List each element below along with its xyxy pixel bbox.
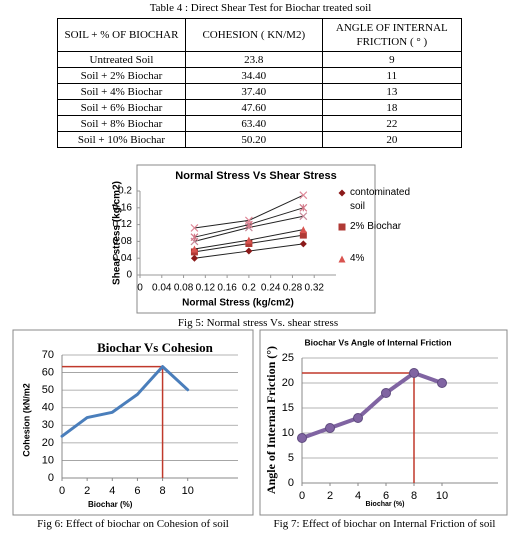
y-tick-label: 40 — [42, 402, 54, 414]
table-row: Soil + 4% Biochar 37.40 13 — [57, 83, 463, 100]
figure-caption: Fig 5: Normal stress Vs. shear stress — [177, 317, 339, 329]
x-tick-label: 0.16 — [217, 283, 237, 294]
y-tick-label: 0.16 — [113, 202, 133, 213]
data-point — [190, 245, 198, 253]
y-axis-label: Shear stress (kg/cm2) — [112, 181, 123, 285]
x-tick-label: 10 — [182, 485, 194, 497]
y-tick-label: 50 — [42, 384, 54, 396]
table-cell: COHESION ( KN/M2) — [184, 18, 323, 52]
table-row: Soil + 8% Biochar 63.40 22 — [57, 115, 463, 132]
y-tick-label: 70 — [42, 349, 54, 361]
data-point — [299, 191, 308, 200]
x-axis-label: Biochar (%) — [88, 500, 133, 509]
x-tick-label: 6 — [383, 490, 389, 502]
y-tick-label: 0.12 — [113, 219, 133, 230]
x-tick-label: 8 — [160, 485, 166, 497]
data-point — [299, 203, 308, 212]
x-tick-label: 0.04 — [152, 283, 172, 294]
x-tick-label: 0.08 — [174, 283, 194, 294]
data-point — [190, 224, 199, 232]
y-tick-label: 5 — [288, 452, 294, 464]
y-tick-label: 0 — [126, 270, 132, 281]
series-line — [60, 365, 190, 438]
x-tick-label: 6 — [134, 485, 140, 497]
data-point — [299, 231, 307, 239]
legend-marker — [338, 189, 346, 197]
data-point — [437, 378, 447, 388]
y-tick-label: 60 — [42, 366, 54, 378]
chart-frame — [12, 329, 254, 516]
legend-entry: contominated soil — [350, 187, 411, 212]
legend-entry: 2% Biochar — [350, 221, 402, 232]
x-tick-label: 0 — [137, 283, 143, 294]
table-row: Untreated Soil 23.8 9 — [57, 51, 463, 68]
table-row: Soil + 10% Biochar 50.20 20 — [57, 131, 463, 148]
table-caption: Table 4 : Direct Shear Test for Biochar … — [149, 2, 372, 14]
table-cell: 20 — [321, 131, 463, 148]
data-point — [297, 433, 307, 443]
data-point — [245, 236, 253, 244]
x-tick-label: 2 — [84, 485, 90, 497]
data-point — [325, 423, 335, 433]
table-cell: Untreated Soil — [57, 51, 186, 68]
chart-title: Biochar Vs Angle of Internal Friction — [304, 337, 451, 347]
table-cell: 50.20 — [184, 131, 323, 148]
y-axis-label: Cohesion (kN/m2 — [21, 383, 31, 457]
legend-entry: 4% — [350, 253, 365, 264]
table-cell: ANGLE OF INTERNAL FRICTION ( ° ) — [321, 18, 463, 52]
x-tick-label: 4 — [109, 485, 115, 497]
data-point — [299, 226, 307, 234]
x-tick-label: 0.24 — [261, 283, 281, 294]
x-tick-label: 0.32 — [304, 283, 324, 294]
legend-marker — [338, 255, 346, 263]
y-tick-label: 10 — [282, 427, 294, 439]
y-tick-label: 0.04 — [113, 253, 133, 264]
y-tick-label: 25 — [282, 352, 294, 364]
table-row: Soil + 2% Biochar 34.40 11 — [57, 67, 463, 84]
x-tick-label: 8 — [411, 490, 417, 502]
x-tick-label: 0.28 — [283, 283, 303, 294]
y-tick-label: 0 — [48, 472, 54, 484]
y-tick-label: 15 — [282, 402, 294, 414]
y-tick-label: 0.2 — [118, 186, 132, 197]
data-table: SOIL + % OF BIOCHAR COHESION ( KN/M2) ANGL… — [57, 18, 463, 148]
table-row: SOIL + % OF BIOCHAR COHESION ( KN/M2) ANGL… — [57, 18, 463, 52]
y-tick-label: 0.08 — [113, 236, 133, 247]
x-tick-label: 2 — [327, 490, 333, 502]
x-tick-label: 0.2 — [242, 283, 256, 294]
y-tick-label: 20 — [42, 437, 54, 449]
y-axis-label: Angle of Internal Friction (°) — [264, 346, 278, 494]
legend-marker — [338, 223, 346, 231]
table-cell: SOIL + % OF BIOCHAR — [57, 18, 186, 52]
chart-title: Biochar Vs Cohesion — [97, 340, 214, 355]
data-point — [299, 212, 308, 221]
x-tick-label: 0 — [299, 490, 305, 502]
data-point — [409, 368, 419, 378]
chart-frame — [259, 329, 508, 516]
figure-caption: Fig 7: Effect of biochar on Internal Fri… — [273, 518, 496, 530]
x-tick-label: 0.12 — [196, 283, 216, 294]
x-axis-label: Biochar (%) — [366, 501, 405, 508]
figure-caption: Fig 6: Effect of biochar on Cohesion of … — [37, 518, 229, 530]
data-point — [381, 388, 391, 398]
data-point — [353, 413, 363, 423]
table-cell: 63.40 — [184, 115, 323, 132]
y-tick-label: 0 — [288, 477, 294, 489]
data-point — [190, 233, 199, 242]
data-point — [244, 216, 253, 225]
chart-title: Normal Stress Vs Shear Stress — [175, 170, 336, 182]
table-cell: Soil + 10% Biochar — [57, 131, 186, 148]
x-axis-label: Normal Stress (kg/cm2) — [182, 298, 294, 309]
data-point — [245, 247, 253, 255]
x-tick-label: 0 — [59, 485, 65, 497]
y-tick-label: 30 — [42, 419, 54, 431]
x-tick-label: 4 — [355, 490, 361, 502]
data-point — [190, 254, 198, 262]
y-tick-label: 20 — [282, 377, 294, 389]
data-point — [299, 240, 307, 248]
y-tick-label: 10 — [42, 454, 54, 466]
x-tick-label: 10 — [436, 490, 448, 502]
